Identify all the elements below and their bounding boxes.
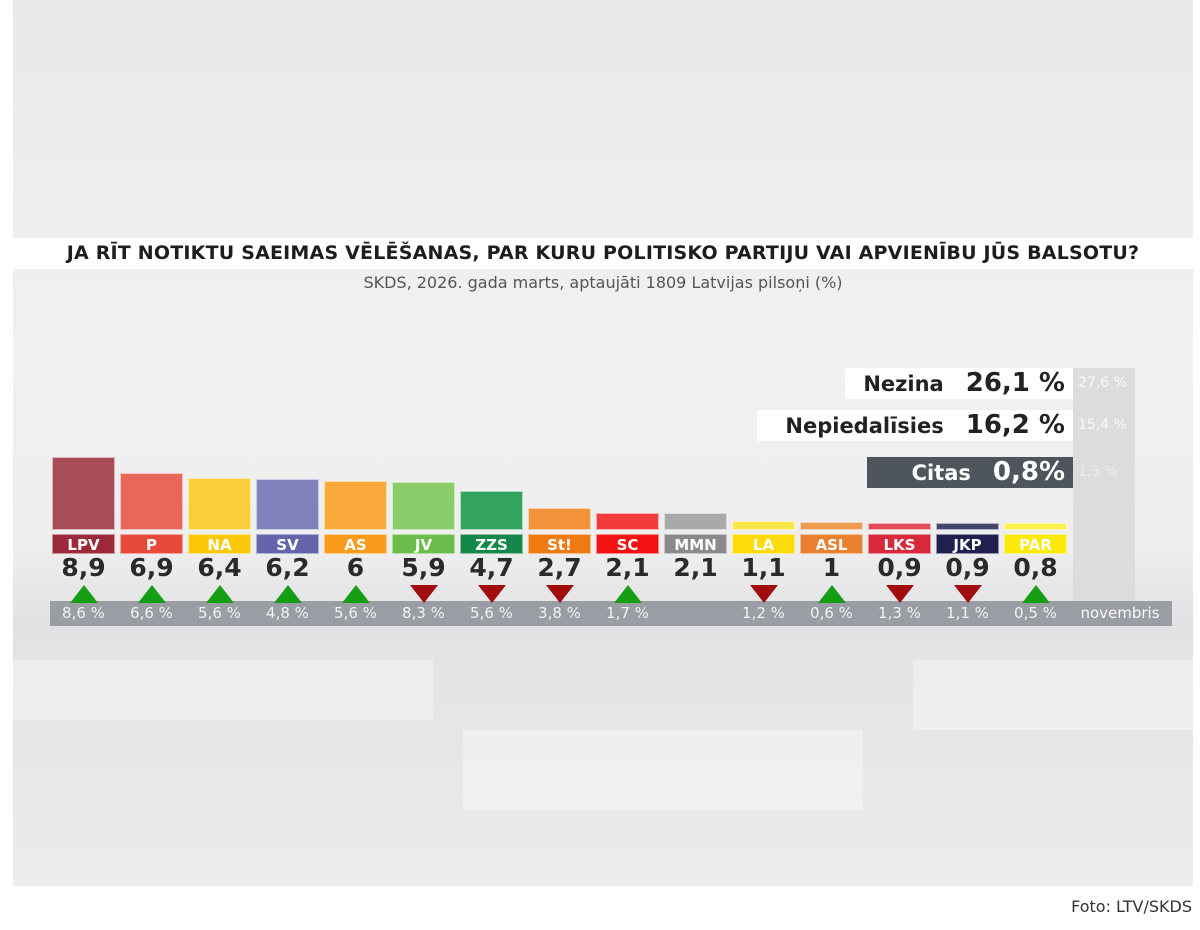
trend-down-icon — [885, 585, 914, 603]
previous-value: 4,8 % — [266, 604, 309, 622]
chart-title: JA RĪT NOTIKTU SAEIMAS VĒLĒŠANAS, PAR KU… — [13, 238, 1193, 269]
party-label: JKP — [936, 534, 999, 554]
value-label: 2,7 — [537, 553, 582, 582]
bar-P — [120, 473, 183, 530]
previous-value: 5,6 % — [470, 604, 513, 622]
previous-value: 8,6 % — [62, 604, 105, 622]
previous-value: 1,1 % — [946, 604, 989, 622]
trend-up-icon — [1021, 585, 1050, 603]
value-label: 5,9 — [401, 553, 446, 582]
trend-down-icon — [409, 585, 438, 603]
photo-caption: Foto: LTV/SKDS — [1071, 897, 1192, 916]
value-label: 6,4 — [197, 553, 242, 582]
others-value: 0,8% — [992, 457, 1065, 487]
others-previous: 1,5 % — [1078, 464, 1119, 480]
others-value: 16,2 % — [965, 410, 1065, 440]
value-label: 8,9 — [61, 553, 106, 582]
bar-MMN — [664, 512, 727, 530]
value-label: 1 — [822, 553, 841, 582]
party-label: ZZS — [460, 534, 523, 554]
trend-up-icon — [205, 585, 234, 603]
value-label: 6 — [346, 553, 365, 582]
others-box-nepiedalisies: Nepiedalīsies 16,2 % — [757, 410, 1073, 441]
previous-value: 8,3 % — [402, 604, 445, 622]
others-label: Nezina — [863, 372, 944, 396]
others-value: 26,1 % — [965, 368, 1065, 398]
value-label: 0,8 — [1013, 553, 1058, 582]
bar-ASL — [800, 521, 863, 530]
party-label: JV — [392, 534, 455, 554]
previous-value: 0,5 % — [1014, 604, 1057, 622]
bar-JKP — [936, 522, 999, 530]
value-label: 6,2 — [265, 553, 310, 582]
others-label: Nepiedalīsies — [785, 414, 944, 438]
party-label: LKS — [868, 534, 931, 554]
value-label: 0,9 — [877, 553, 922, 582]
value-label: 1,1 — [741, 553, 786, 582]
value-label: 2,1 — [673, 553, 718, 582]
trend-up-icon — [817, 585, 846, 603]
value-label: 4,7 — [469, 553, 514, 582]
party-label: PAR — [1004, 534, 1067, 554]
previous-value: 1,2 % — [742, 604, 785, 622]
party-label: SV — [256, 534, 319, 554]
previous-value: 1,3 % — [878, 604, 921, 622]
previous-values-strip — [50, 601, 1172, 626]
previous-value: 6,6 % — [130, 604, 173, 622]
bar-LA — [732, 520, 795, 530]
previous-value: 1,7 % — [606, 604, 649, 622]
party-label: P — [120, 534, 183, 554]
value-label: 6,9 — [129, 553, 174, 582]
bar-SC — [596, 512, 659, 530]
bar-AS — [324, 480, 387, 530]
party-label: LA — [732, 534, 795, 554]
party-label: SC — [596, 534, 659, 554]
trend-down-icon — [477, 585, 506, 603]
bar-St! — [528, 507, 591, 530]
party-label: AS — [324, 534, 387, 554]
previous-column-background — [1073, 368, 1135, 602]
trend-up-icon — [273, 585, 302, 603]
trend-up-icon — [69, 585, 98, 603]
others-previous: 15,4 % — [1078, 417, 1127, 433]
bar-NA — [188, 477, 251, 530]
party-label: NA — [188, 534, 251, 554]
others-box-nezina: Nezina 26,1 % — [845, 368, 1073, 399]
chart-background — [13, 0, 1193, 886]
bar-SV — [256, 479, 319, 530]
trend-up-icon — [613, 585, 642, 603]
previous-value: 3,8 % — [538, 604, 581, 622]
chart-subtitle: SKDS, 2026. gada marts, aptaujāti 1809 L… — [363, 273, 843, 292]
previous-value: 0,6 % — [810, 604, 853, 622]
bar-PAR — [1004, 523, 1067, 530]
others-label: Citas — [911, 461, 971, 485]
trend-down-icon — [953, 585, 982, 603]
trend-down-icon — [749, 585, 778, 603]
party-label: LPV — [52, 534, 115, 554]
bar-LPV — [52, 457, 115, 530]
bar-JV — [392, 481, 455, 530]
value-label: 0,9 — [945, 553, 990, 582]
previous-value: 5,6 % — [198, 604, 241, 622]
party-label: St! — [528, 534, 591, 554]
value-label: 2,1 — [605, 553, 650, 582]
others-box-citas: Citas 0,8% — [867, 457, 1073, 488]
party-label: ASL — [800, 534, 863, 554]
others-previous: 27,6 % — [1078, 375, 1127, 391]
trend-up-icon — [137, 585, 166, 603]
bar-ZZS — [460, 491, 523, 530]
previous-value: 5,6 % — [334, 604, 377, 622]
previous-period-label: novembris — [1080, 604, 1160, 622]
party-label: MMN — [664, 534, 727, 554]
trend-down-icon — [545, 585, 574, 603]
trend-up-icon — [341, 585, 370, 603]
bar-LKS — [868, 522, 931, 530]
